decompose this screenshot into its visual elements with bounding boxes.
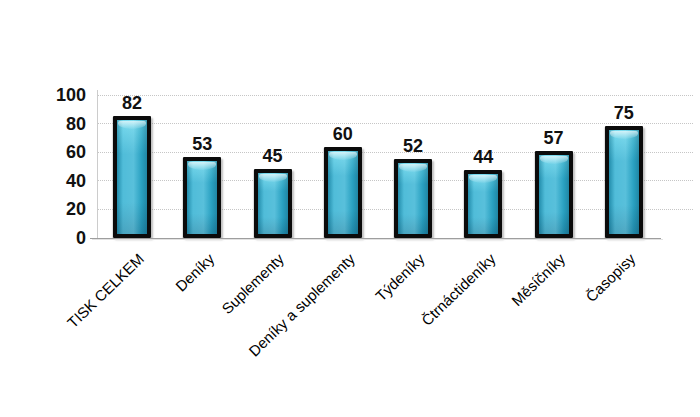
y-axis-line — [97, 90, 98, 238]
bar-value-label: 60 — [313, 123, 373, 145]
bar-3 — [324, 147, 362, 238]
x-axis-line — [90, 238, 661, 240]
bar-value-label: 75 — [594, 102, 654, 124]
bar-value-label: 57 — [524, 127, 584, 149]
bar-value-label: 52 — [383, 135, 443, 157]
bar-value-label: 44 — [453, 146, 513, 168]
bar-5 — [464, 170, 502, 238]
bar-7 — [605, 126, 643, 238]
category-label: Deníky — [172, 250, 217, 295]
bar-value-label: 45 — [243, 145, 303, 167]
gridline — [97, 95, 693, 96]
category-label: Časopisy — [582, 250, 638, 305]
y-tick-label: 0 — [20, 227, 86, 249]
category-label: Týdeníky — [372, 250, 428, 305]
y-tick-label: 40 — [20, 170, 86, 192]
category-label: Měsíčníky — [508, 250, 568, 309]
bar-0 — [113, 116, 151, 238]
category-label: TISK CELKEM — [64, 250, 147, 331]
y-tick-label: 20 — [20, 198, 86, 220]
x-axis-line-shadow — [92, 239, 663, 240]
bar-6 — [535, 151, 573, 238]
bar-4 — [394, 159, 432, 238]
bar-value-label: 82 — [102, 92, 162, 114]
category-label: Čtrnáctideníky — [417, 250, 498, 329]
bar-1 — [183, 157, 221, 238]
category-label: Suplementy — [219, 250, 288, 317]
y-tick-label: 80 — [20, 113, 86, 135]
y-tick-label: 100 — [20, 84, 86, 106]
bar-2 — [254, 169, 292, 238]
bar-chart: 82 53 45 60 52 44 57 75 0 20 40 60 80 100 TISK CELKE… — [0, 0, 700, 417]
y-tick-label: 60 — [20, 141, 86, 163]
bar-value-label: 53 — [172, 133, 232, 155]
